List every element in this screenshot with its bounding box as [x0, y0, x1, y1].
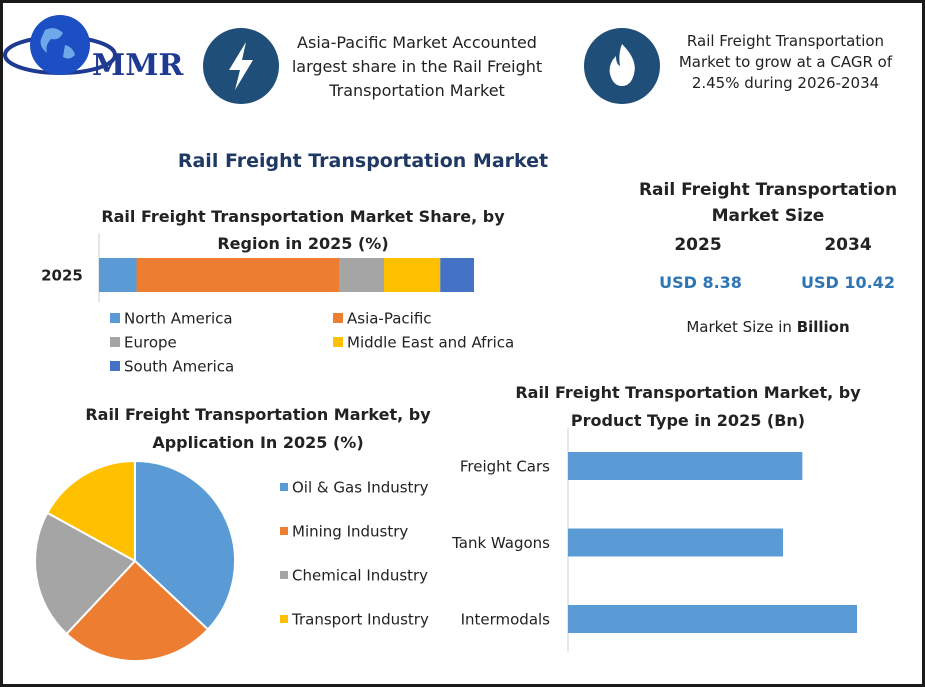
bar-segment	[136, 258, 339, 292]
size-value: USD 10.42	[801, 273, 895, 292]
bolt	[229, 42, 253, 90]
category-label: 2025	[41, 267, 83, 285]
logo-globe	[3, 15, 117, 75]
bar	[568, 605, 857, 633]
flame	[609, 44, 635, 86]
bar-segment	[440, 258, 474, 292]
fact-text: Rail Freight Transportation Market to gr…	[678, 32, 893, 92]
legend-label: Chemical Industry	[292, 567, 428, 585]
legend-label: South America	[124, 358, 234, 376]
category-label: Intermodals	[461, 611, 551, 629]
fact-text: Asia-Pacific Market Accounted largest sh…	[291, 33, 543, 100]
legend-swatch	[280, 483, 288, 491]
pie-slice	[34, 511, 137, 636]
pie-slice	[46, 459, 136, 563]
chart-title: Rail Freight Transportation Market, by A…	[85, 405, 431, 452]
legend-label: North America	[124, 310, 233, 328]
size-value: USD 8.38	[659, 273, 742, 292]
category-label: Freight Cars	[460, 458, 550, 476]
size-title: Rail Freight Transportation Market Size	[638, 180, 898, 226]
legend-swatch	[110, 337, 120, 347]
bar	[568, 528, 783, 557]
size-note: Market Size in Billion	[643, 318, 893, 336]
logo-text: MMR	[92, 48, 184, 83]
legend-label: Europe	[124, 334, 177, 352]
chart-title: Rail Freight Transportation Market Share…	[101, 207, 505, 253]
legend-label: Middle East and Africa	[347, 334, 514, 352]
legend-label: Transport Industry	[291, 611, 429, 629]
legend-swatch	[110, 313, 120, 323]
category-label: Tank Wagons	[451, 534, 550, 552]
note-unit: Billion	[796, 318, 850, 336]
legend-swatch	[333, 337, 343, 347]
bar	[568, 452, 803, 480]
pie-slice	[65, 559, 210, 662]
legend-swatch	[280, 571, 288, 579]
bar-segment	[384, 258, 441, 292]
legend-label: Asia-Pacific	[347, 310, 432, 328]
legend-label: Mining Industry	[292, 523, 408, 541]
pie-slice	[134, 459, 236, 631]
note: Market Size in	[686, 318, 792, 336]
graphics: MMR 2025 North America Asia-Pacific Europe M…	[3, 15, 857, 662]
legend-label: Oil & Gas Industry	[292, 479, 429, 497]
chart-title: Rail Freight Transportation Market, by P…	[515, 383, 861, 430]
year: 2034	[824, 235, 872, 255]
bar-segment	[339, 258, 384, 292]
legend-swatch	[280, 527, 288, 535]
legend-swatch	[280, 615, 288, 623]
legend-swatch	[110, 361, 120, 371]
year: 2025	[674, 235, 722, 255]
legend-swatch	[333, 313, 343, 323]
bar-segment	[99, 258, 137, 292]
main-title: Rail Freight Transportation Market	[177, 150, 549, 172]
